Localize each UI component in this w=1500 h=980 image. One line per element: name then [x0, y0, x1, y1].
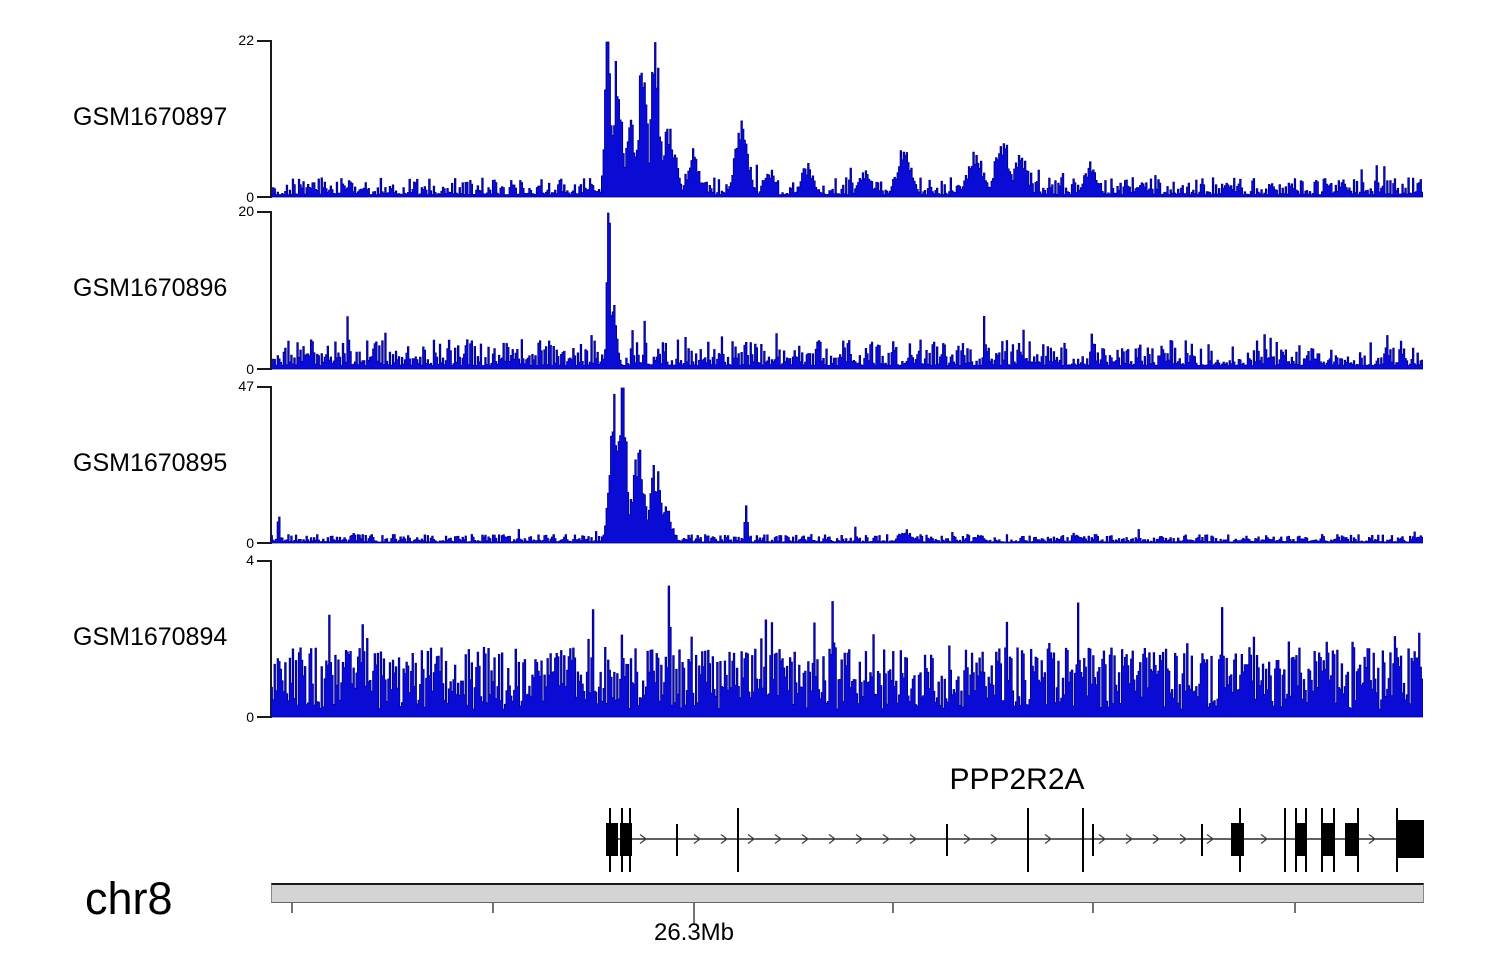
- strand-arrow-icon: [774, 834, 782, 844]
- strand-arrow-icon: [1152, 834, 1160, 844]
- strand-arrow-icon: [990, 834, 998, 844]
- coverage-area: [271, 212, 1423, 370]
- coverage-area: [271, 41, 1423, 198]
- y-axis-max-label: 20: [238, 203, 254, 219]
- y-axis-zero-label: 0: [246, 189, 254, 205]
- coverage-area: [271, 585, 1423, 718]
- y-axis-line: [270, 40, 272, 198]
- strand-arrow-icon: [801, 834, 809, 844]
- coordinate-tick-label: 26.3Mb: [653, 919, 735, 946]
- strand-arrow-icon: [855, 834, 863, 844]
- strand-arrow-icon: [1368, 834, 1376, 844]
- track-label: GSM1670897: [73, 102, 228, 131]
- exon-box: [1396, 820, 1424, 858]
- y-axis-zero-label: 0: [246, 709, 254, 725]
- strand-arrow-icon: [882, 834, 890, 844]
- track-label: GSM1670894: [73, 622, 228, 651]
- y-axis-bottom-tick: [257, 542, 270, 544]
- chromosome-label: chr8: [85, 873, 173, 924]
- exon-box: [1321, 823, 1335, 856]
- coverage-signal: [271, 585, 1423, 718]
- y-axis-line: [270, 386, 272, 544]
- y-axis-zero-label: 0: [246, 535, 254, 551]
- strand-arrow-icon: [720, 834, 728, 844]
- strand-arrow-icon: [1260, 834, 1268, 844]
- chromosome-ideogram-bar: [271, 883, 1424, 903]
- strand-arrow-icon: [1179, 834, 1187, 844]
- strand-arrow-icon: [1125, 834, 1133, 844]
- y-axis-max-label: 47: [238, 378, 254, 394]
- strand-arrow-icon: [639, 834, 647, 844]
- exon-box: [606, 823, 618, 856]
- exon-box: [1295, 823, 1307, 856]
- y-axis-bottom-tick: [257, 196, 270, 198]
- gene-name-label: PPP2R2A: [949, 763, 1085, 796]
- track-label: GSM1670895: [73, 448, 228, 477]
- y-axis-bottom-tick: [257, 716, 270, 718]
- y-axis-top-tick: [257, 560, 270, 562]
- strand-arrow-icon: [909, 834, 917, 844]
- strand-arrow-icon: [1098, 834, 1106, 844]
- exon-box: [1231, 823, 1244, 856]
- y-axis-bottom-tick: [257, 368, 270, 370]
- coverage-signal: [271, 41, 1423, 198]
- coverage-area: [271, 387, 1423, 544]
- y-axis-line: [270, 560, 272, 718]
- y-axis-top-tick: [257, 40, 270, 42]
- y-axis-zero-label: 0: [246, 361, 254, 377]
- coverage-signal: [271, 387, 1423, 544]
- y-axis-max-label: 22: [238, 32, 254, 48]
- coverage-signal: [271, 212, 1423, 370]
- exon-box: [1345, 823, 1359, 856]
- strand-arrow-icon: [963, 834, 971, 844]
- strand-arrow-icon: [828, 834, 836, 844]
- strand-arrow-icon: [1206, 834, 1214, 844]
- y-axis-top-tick: [257, 386, 270, 388]
- strand-arrow-icon: [747, 834, 755, 844]
- y-axis-line: [270, 211, 272, 370]
- y-axis-top-tick: [257, 211, 270, 213]
- strand-arrow-icon: [693, 834, 701, 844]
- y-axis-max-label: 4: [246, 552, 254, 568]
- exon-box: [620, 823, 632, 856]
- strand-arrow-icon: [1044, 834, 1052, 844]
- track-label: GSM1670896: [73, 274, 228, 302]
